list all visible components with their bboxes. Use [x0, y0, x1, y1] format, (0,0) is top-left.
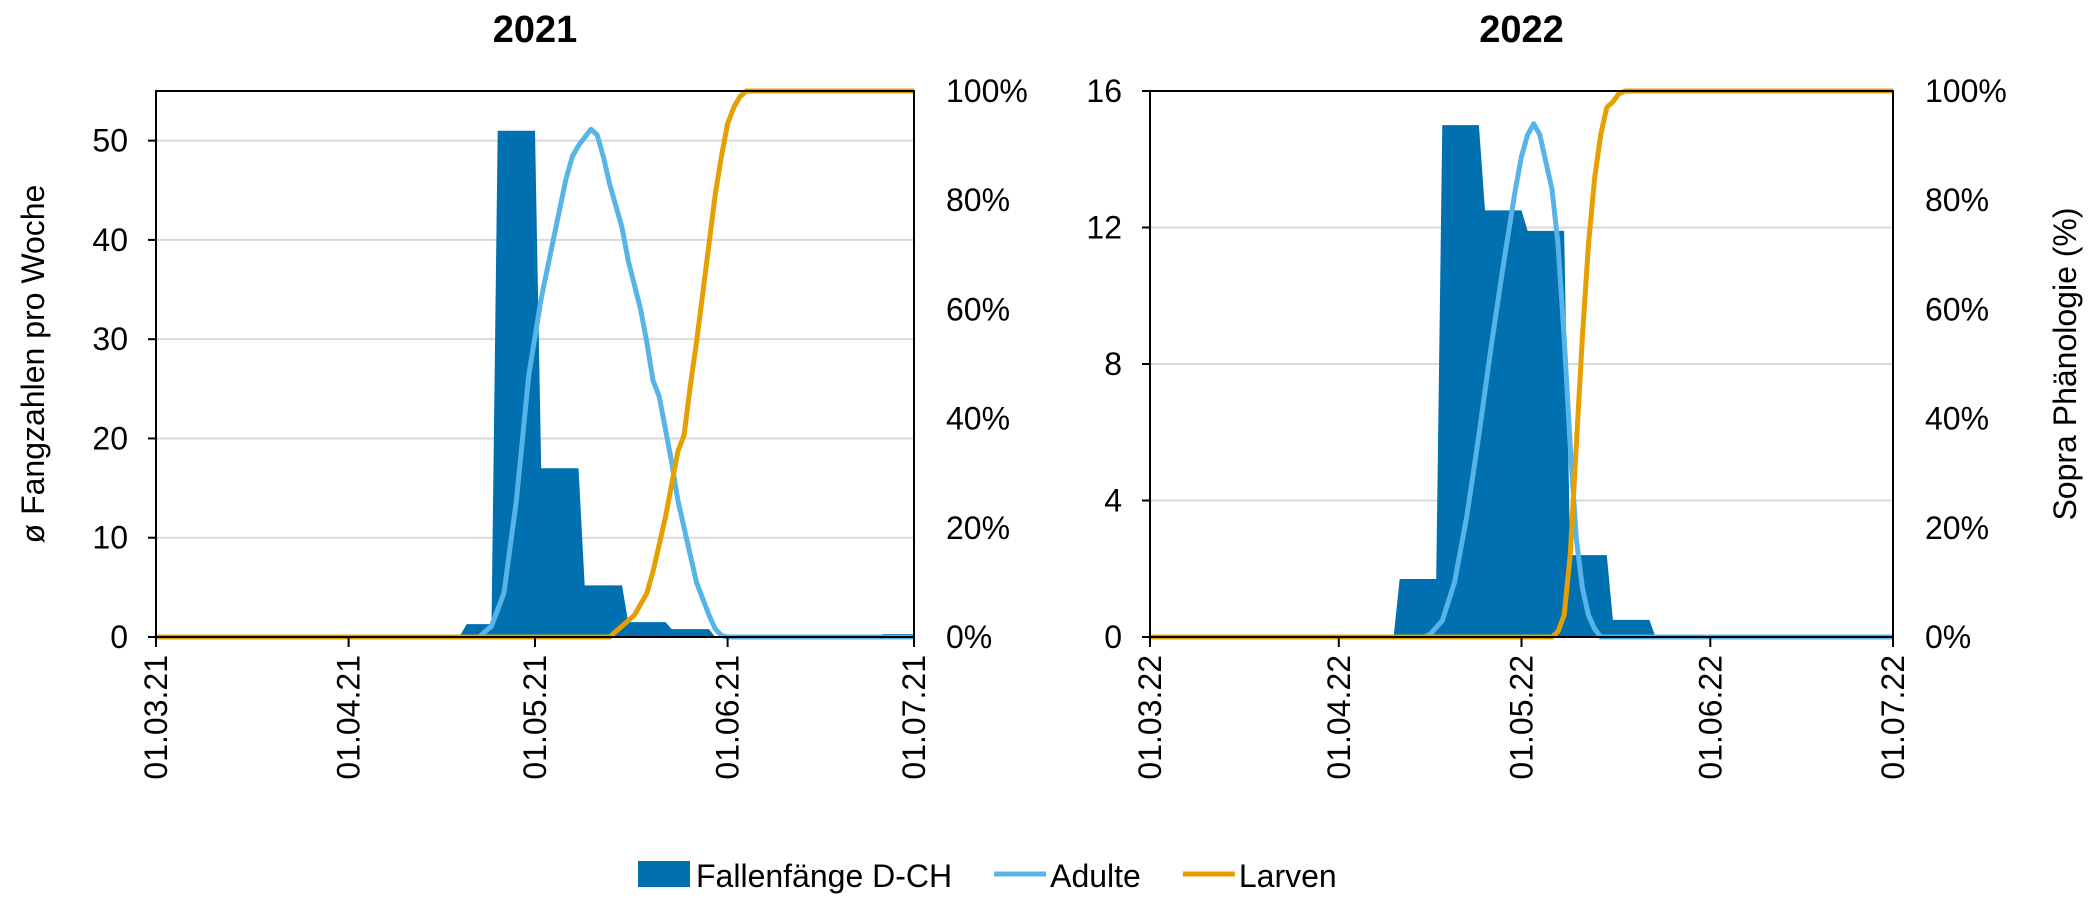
series-line-adulte: [1150, 121, 1893, 640]
y-right-tick-label: 40%: [946, 401, 1010, 437]
y-left-tick-label: 50: [92, 123, 128, 159]
x-tick-label: 01.03.22: [1132, 655, 1168, 780]
y-left-tick-label: 16: [1086, 73, 1122, 109]
chart-panel-2022: 2022 0 4 8 12 16 0% 20% 40% 60% 80% 100% 01.03.22 01.…: [1086, 9, 2083, 780]
y-left-axis-label: ø Fangzahlen pro Woche: [15, 185, 51, 544]
y-left-tick-label: 30: [92, 321, 128, 357]
y-right-tick-label: 0%: [946, 619, 992, 655]
chart-title: 2022: [1479, 9, 1564, 51]
y-right-tick-label: 100%: [946, 73, 1028, 109]
series-line-larven: [156, 88, 914, 640]
y-right-tick-label: 100%: [1925, 73, 2007, 109]
x-tick-label: 01.06.22: [1692, 655, 1728, 780]
x-tick-label: 01.05.21: [517, 655, 553, 780]
y-right-tick-label: 20%: [946, 510, 1010, 546]
chart-title: 2021: [493, 9, 578, 51]
legend-item-fallen: Fallenfänge D-CH: [638, 858, 952, 894]
y-right-tick-label: 0%: [1925, 619, 1971, 655]
legend-label-larven: Larven: [1239, 858, 1337, 894]
series-line-adulte: [156, 126, 914, 640]
x-tick-label: 01.04.22: [1321, 655, 1357, 780]
y-right-tick-label: 80%: [1925, 182, 1989, 218]
y-right-tick-label: 60%: [1925, 291, 1989, 327]
x-tick-label: 01.07.21: [896, 655, 932, 780]
legend-swatch-fallen: [638, 861, 690, 887]
series-area-fallenfaenge: [156, 130, 914, 637]
y-left-tick-label: 12: [1086, 210, 1122, 246]
y-left-tick-label: 4: [1104, 483, 1122, 519]
legend: Fallenfänge D-CH Adulte Larven: [638, 858, 1337, 894]
legend-item-adulte: Adulte: [994, 858, 1141, 894]
legend-item-larven: Larven: [1182, 858, 1337, 894]
y-right-tick-label: 60%: [946, 291, 1010, 327]
x-tick-label: 01.07.22: [1875, 655, 1911, 780]
x-tick-label: 01.05.22: [1504, 655, 1540, 780]
y-left-tick-label: 20: [92, 420, 128, 456]
y-right-tick-label: 20%: [1925, 510, 1989, 546]
y-left-tick-label: 40: [92, 222, 128, 258]
series-line-larven: [1150, 88, 1893, 640]
y-left-tick-label: 0: [110, 619, 128, 655]
x-tick-label: 01.03.21: [138, 655, 174, 780]
x-tick-label: 01.06.21: [710, 655, 746, 780]
y-left-tick-label: 0: [1104, 619, 1122, 655]
y-right-tick-label: 80%: [946, 182, 1010, 218]
x-tick-label: 01.04.21: [331, 655, 367, 780]
y-right-tick-label: 40%: [1925, 401, 1989, 437]
y-left-tick-label: 10: [92, 520, 128, 556]
series-area-fallenfaenge: [1150, 125, 1893, 637]
y-left-tick-label: 8: [1104, 346, 1122, 382]
legend-label-adulte: Adulte: [1050, 858, 1141, 894]
y-right-axis-label: Sopra Phänologie (%): [2047, 207, 2083, 520]
chart-panel-2021: 2021 0 10 20 30 40 50 0% 20% 40% 60% 80% 100% 01.03.2…: [15, 9, 1028, 780]
legend-label-fallen: Fallenfänge D-CH: [696, 858, 952, 894]
